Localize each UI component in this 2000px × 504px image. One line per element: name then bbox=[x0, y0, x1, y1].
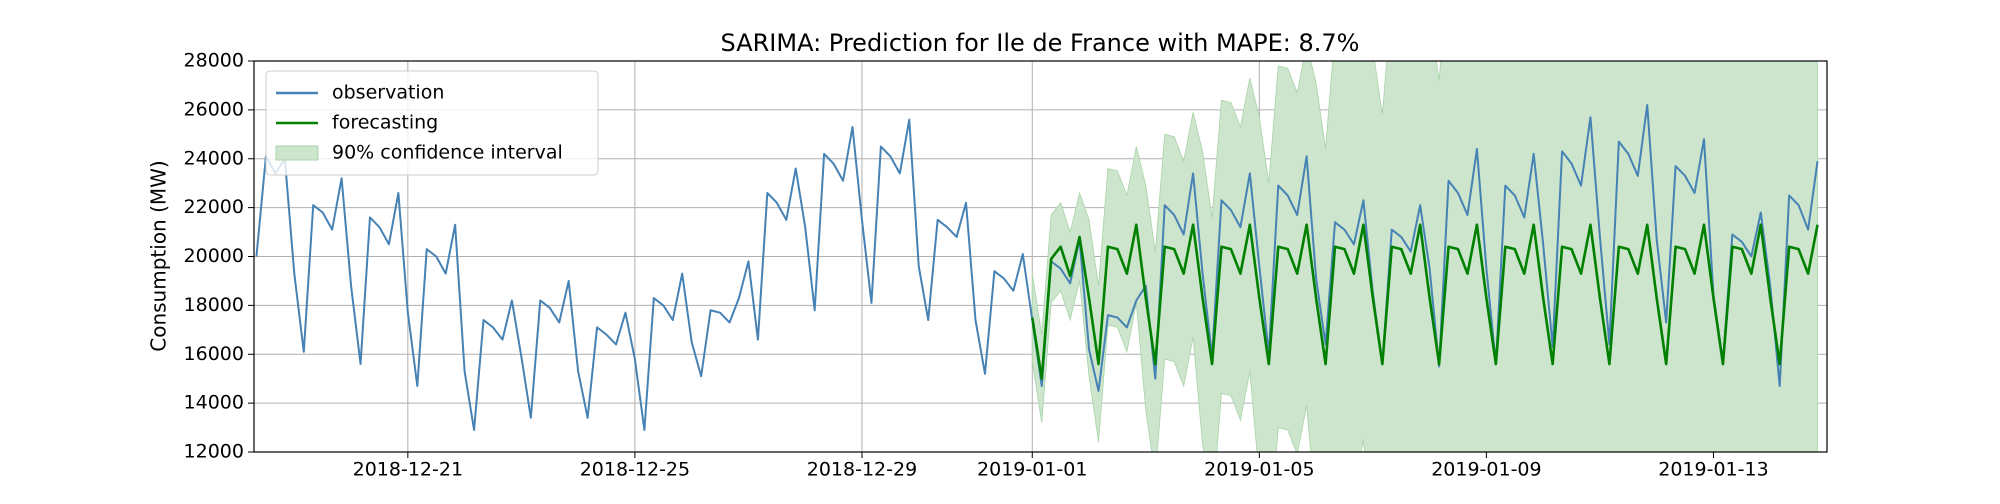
y-tick-label: 18000 bbox=[184, 294, 244, 316]
x-tick-label: 2019-01-09 bbox=[1431, 459, 1541, 481]
chart-title: SARIMA: Prediction for Ile de France wit… bbox=[721, 29, 1360, 57]
x-tick-label: 2019-01-01 bbox=[977, 459, 1087, 481]
y-tick-label: 24000 bbox=[184, 147, 244, 169]
legend-swatch bbox=[275, 145, 319, 161]
y-tick-label: 20000 bbox=[184, 245, 244, 267]
x-tick-label: 2018-12-29 bbox=[807, 459, 917, 481]
legend-label: forecasting bbox=[332, 112, 438, 134]
x-tick-label: 2018-12-21 bbox=[353, 459, 463, 481]
y-tick-label: 22000 bbox=[184, 196, 244, 218]
x-tick-label: 2019-01-13 bbox=[1658, 459, 1768, 481]
legend-box bbox=[265, 70, 599, 176]
plot-area bbox=[255, 61, 1819, 452]
y-tick-label: 12000 bbox=[184, 441, 244, 463]
y-tick-label: 26000 bbox=[184, 98, 244, 120]
y-tick-label: 28000 bbox=[184, 50, 244, 72]
y-axis-label: Consumption (MW) bbox=[147, 160, 171, 351]
x-tick-label: 2018-12-25 bbox=[580, 459, 690, 481]
legend-label: observation bbox=[332, 82, 444, 104]
axes: 12000 14000 16000 18000 20000 22000 24000 26000… bbox=[184, 50, 1769, 481]
y-tick-label: 16000 bbox=[184, 343, 244, 365]
series-line bbox=[1030, 223, 1819, 380]
legend: observation forecasting 90% confidence int… bbox=[265, 70, 599, 176]
legend-label: 90% confidence interval bbox=[332, 142, 563, 164]
x-tick-label: 2019-01-05 bbox=[1204, 459, 1314, 481]
y-tick-label: 14000 bbox=[184, 392, 244, 414]
